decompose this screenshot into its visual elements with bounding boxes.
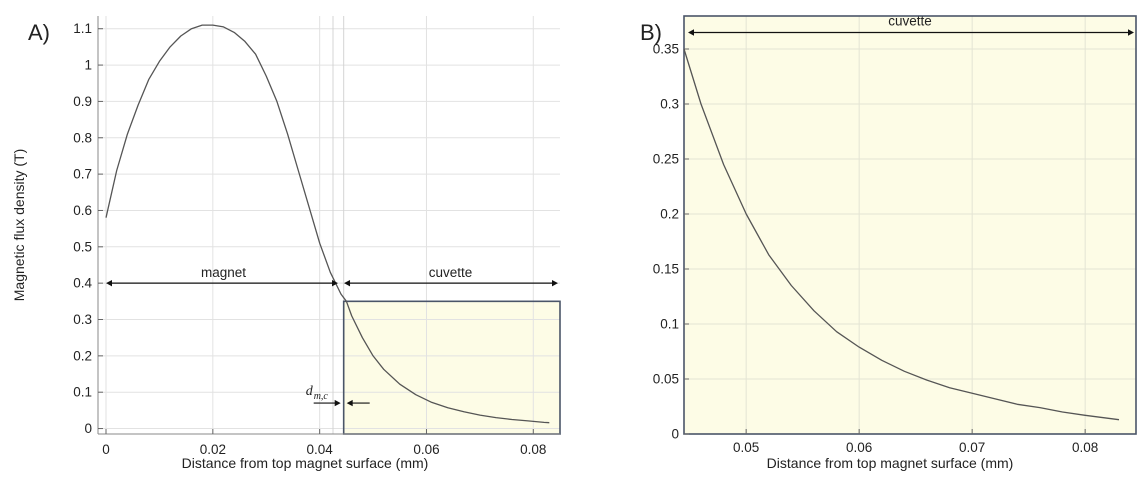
cuvette-arrow-b-left-head — [688, 29, 694, 36]
dmc-symbol: d — [306, 384, 314, 399]
x-tick-label-a: 0.08 — [520, 442, 546, 457]
series-line-b — [683, 48, 1120, 421]
y-tick-label-b: 0.35 — [653, 42, 679, 57]
y-axis-label-a: Magnetic flux density (T) — [11, 149, 27, 302]
y-tick-label-b: 0.1 — [660, 317, 679, 332]
x-tick-label-b: 0.06 — [846, 440, 872, 455]
chart-a-svg: 0 0.1 0.2 0.3 0.4 0.5 0.6 0.7 0.8 0.9 1 1.1 0 0.02 0.0… — [11, 16, 561, 471]
y-tick-label-a: 0.1 — [73, 385, 92, 400]
y-tick-label-b: 0.05 — [653, 372, 679, 387]
cuvette-arrow-a-right-head — [552, 279, 558, 287]
cuvette-arrow-a-left-head — [344, 279, 351, 287]
cuvette-label-a: cuvette — [429, 265, 473, 280]
chart-panel-a: 0 0.1 0.2 0.3 0.4 0.5 0.6 0.7 0.8 0.9 1 1.1 0 0.02 0.0… — [0, 0, 568, 472]
y-tick-label-a: 0 — [84, 421, 92, 436]
y-tick-label-a: 0.3 — [73, 312, 92, 327]
y-tick-label-a: 0.4 — [73, 276, 92, 291]
x-tick-label-b: 0.05 — [733, 440, 759, 455]
dmc-subscript: m,c — [314, 391, 329, 402]
x-axis-label-a: Distance from top magnet surface (mm) — [182, 455, 429, 471]
y-tick-label-b: 0.3 — [660, 97, 679, 112]
cuvette-label-b: cuvette — [888, 14, 932, 29]
x-tick-label-b: 0.07 — [959, 440, 985, 455]
y-tick-label-b: 0.2 — [660, 207, 679, 222]
x-tick-label-a: 0.04 — [307, 442, 334, 457]
chart-b-svg: 0 0.05 0.1 0.15 0.2 0.25 0.3 0.35 0.05 0.06 0.07 0.… — [640, 14, 1137, 471]
cuvette-region-b — [684, 16, 1136, 434]
x-tick-label-a: 0 — [102, 442, 110, 457]
y-tick-label-b: 0 — [671, 427, 679, 442]
dmc-left-arrow-head — [334, 399, 341, 407]
y-tick-label-a: 0.7 — [73, 167, 92, 182]
cuvette-box-b — [683, 15, 1137, 435]
y-tick-label-a: 1.1 — [73, 21, 92, 36]
x-tick-label-b: 0.08 — [1072, 440, 1098, 455]
y-tick-label-a: 0.5 — [73, 239, 92, 254]
magnet-arrow-a-right-head — [332, 279, 339, 287]
y-tick-label-a: 0.6 — [73, 203, 92, 218]
chart-panel-b: 0 0.05 0.1 0.15 0.2 0.25 0.3 0.35 0.05 0.06 0.07 0.… — [600, 0, 1138, 472]
x-tick-label-a: 0.06 — [413, 442, 439, 457]
y-tick-label-a: 1 — [84, 58, 92, 73]
y-tick-label-a: 0.8 — [73, 130, 92, 145]
y-tick-label-b: 0.25 — [653, 152, 679, 167]
cuvette-arrow-b-right-head — [1128, 29, 1134, 36]
cuvette-region-a — [343, 301, 560, 434]
series-line-a — [105, 24, 550, 424]
y-tick-label-a: 0.2 — [73, 348, 92, 363]
x-axis-label-b: Distance from top magnet surface (mm) — [767, 455, 1014, 471]
panel-label-b: B) — [640, 20, 662, 45]
y-tick-label-b: 0.15 — [653, 262, 679, 277]
x-tick-label-a: 0.02 — [200, 442, 226, 457]
panel-label-a: A) — [28, 20, 50, 45]
magnet-label-a: magnet — [201, 265, 246, 280]
dmc-right-arrow-head — [346, 399, 353, 407]
y-tick-label-a: 0.9 — [73, 94, 92, 109]
magnet-arrow-a-left-head — [106, 279, 113, 287]
